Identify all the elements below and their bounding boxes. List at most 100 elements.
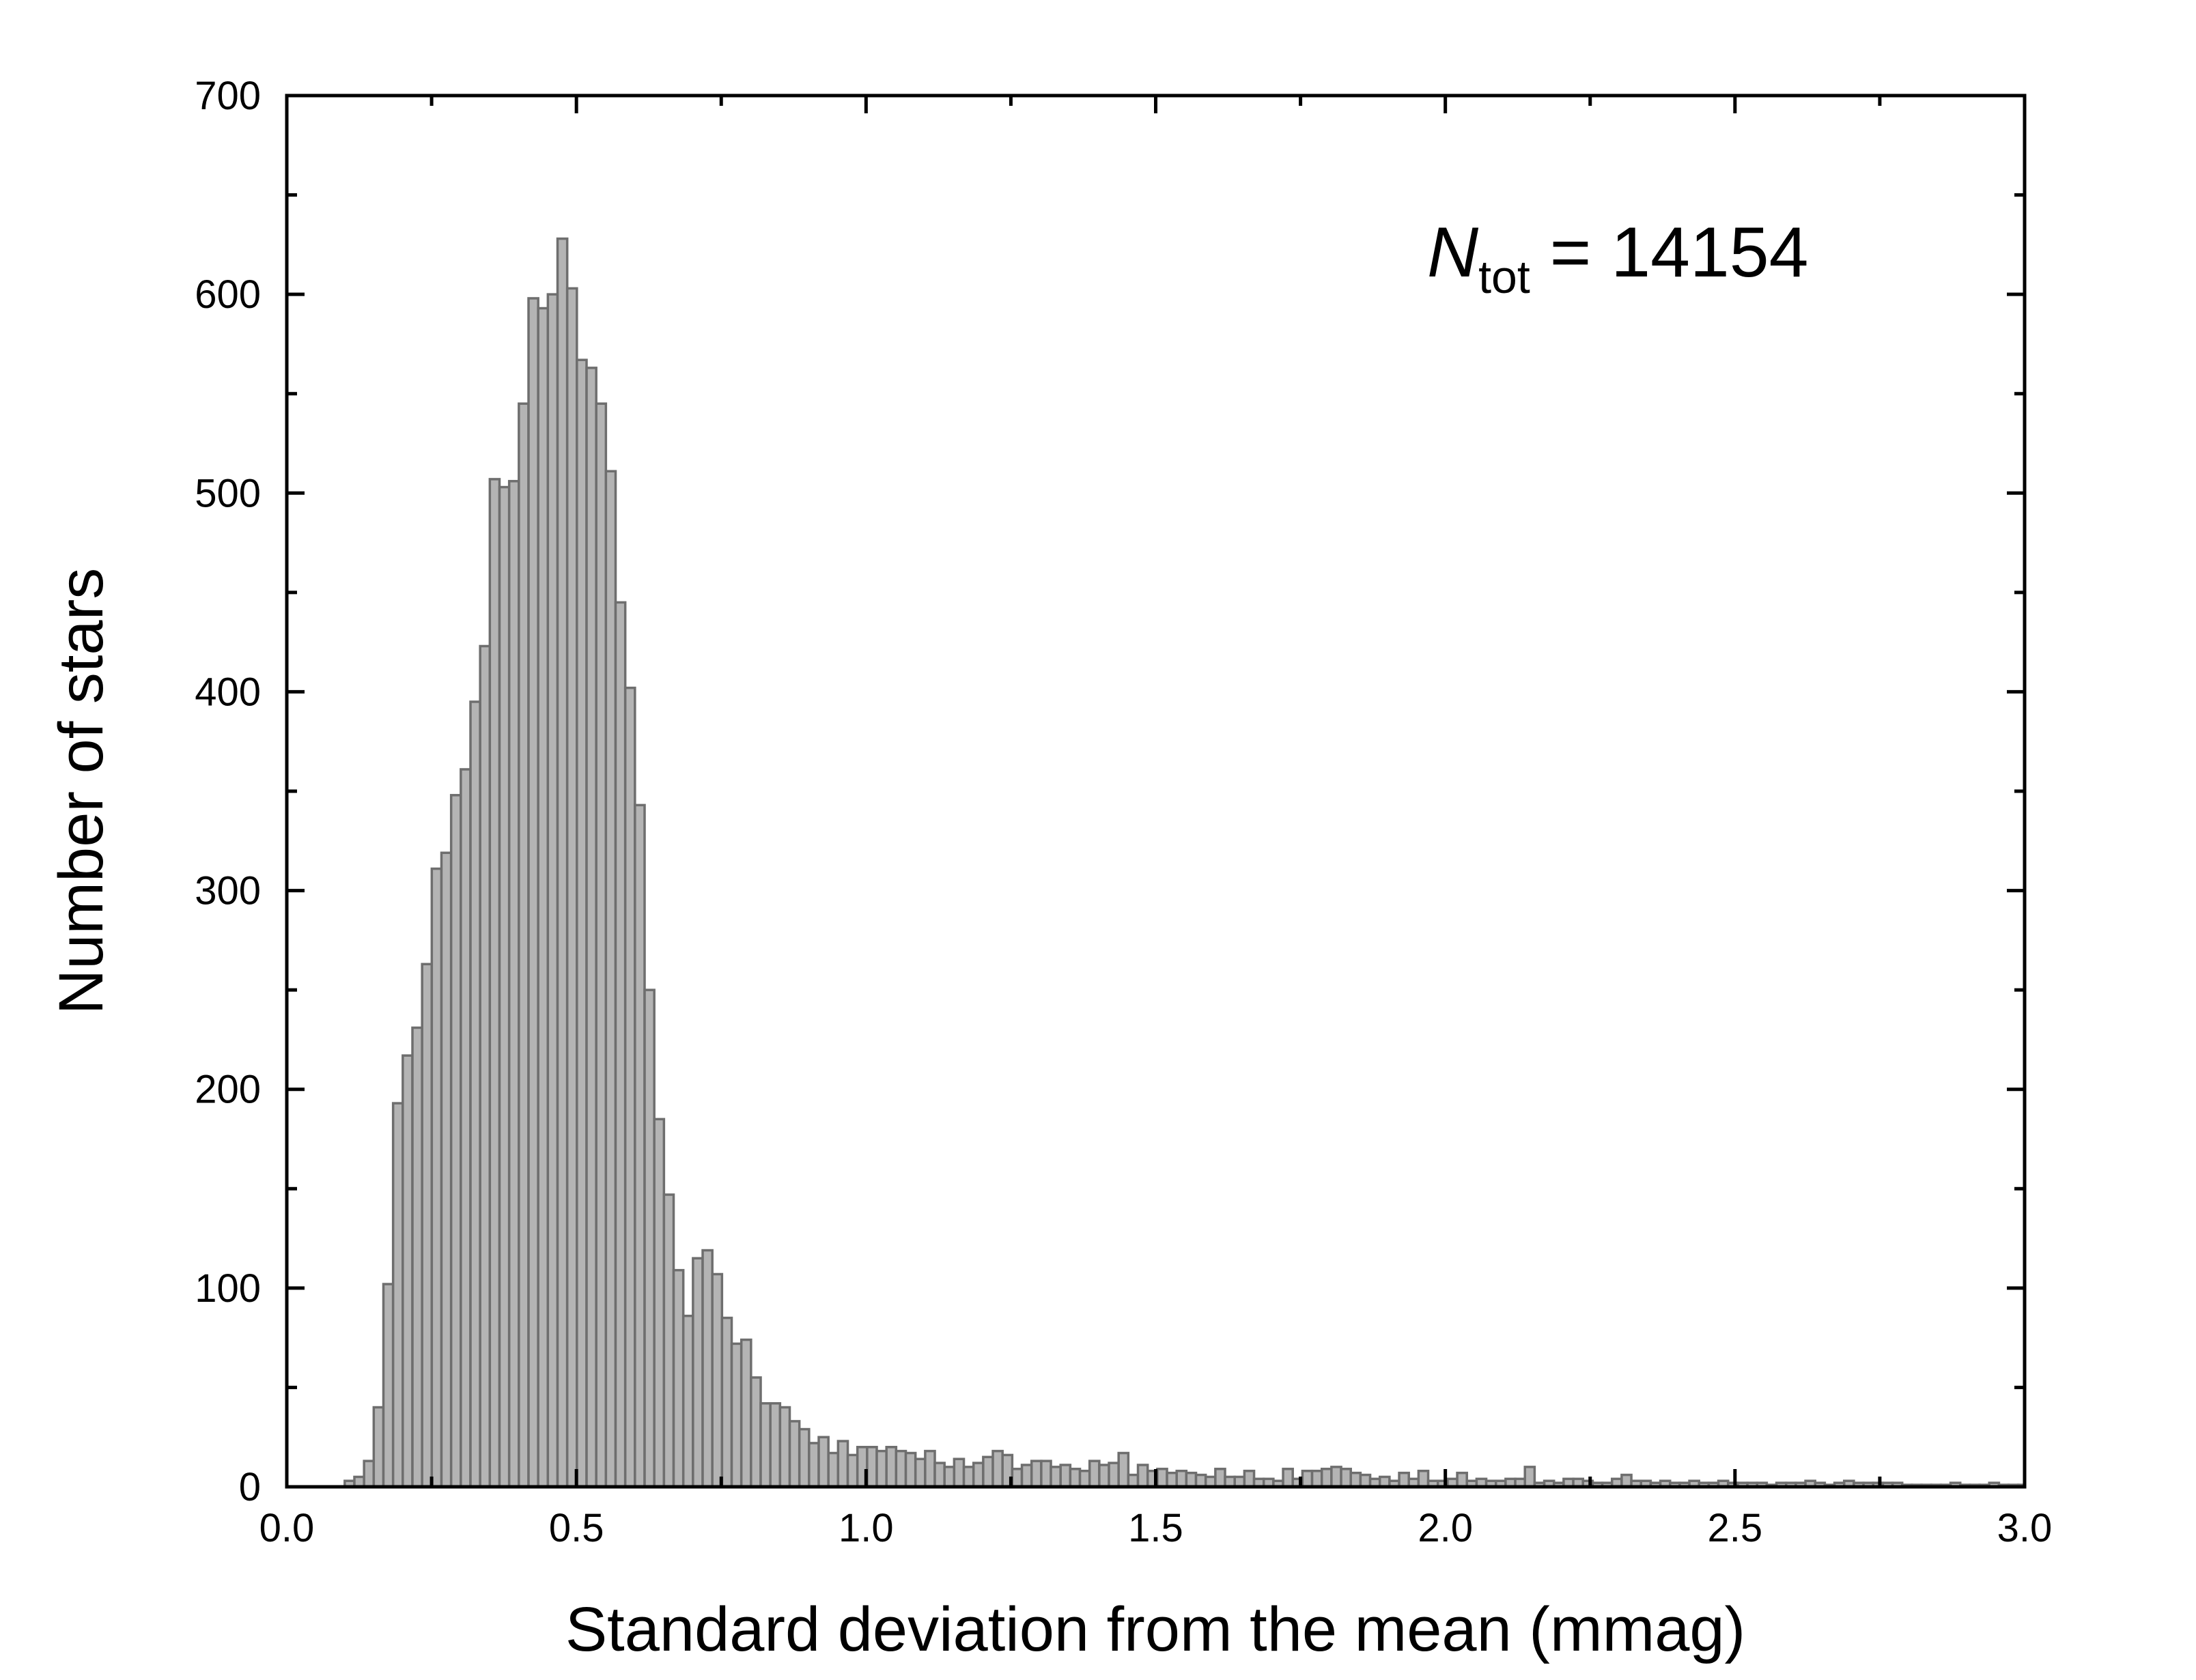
histogram-bar xyxy=(672,1268,685,1488)
histogram-bar xyxy=(1127,1473,1140,1488)
histogram-bar xyxy=(1020,1464,1033,1488)
histogram-bar xyxy=(1194,1473,1207,1488)
x-tick-label: 0.5 xyxy=(549,1506,604,1550)
histogram-bar xyxy=(643,988,656,1488)
histogram-bar xyxy=(1243,1469,1256,1488)
histogram-bar xyxy=(1088,1460,1101,1488)
histogram-bar xyxy=(720,1316,733,1488)
histogram-bar xyxy=(740,1338,752,1488)
histogram-bar xyxy=(1310,1469,1323,1488)
histogram-bar xyxy=(759,1401,772,1488)
histogram-bar xyxy=(866,1446,878,1488)
histogram-bar xyxy=(623,686,636,1488)
histogram-bar xyxy=(1136,1464,1149,1488)
histogram-bar xyxy=(1069,1468,1082,1488)
histogram-bar xyxy=(1214,1468,1226,1488)
histogram-bar xyxy=(507,480,520,1488)
histogram-bar xyxy=(1059,1464,1072,1488)
histogram-bar xyxy=(1340,1468,1352,1488)
histogram-bar xyxy=(449,794,462,1488)
histogram-bar xyxy=(1030,1460,1043,1488)
histogram-bar xyxy=(634,803,646,1488)
x-tick-label: 1.0 xyxy=(839,1506,894,1550)
y-tick-label: 300 xyxy=(195,869,261,913)
histogram-bar xyxy=(933,1462,946,1488)
histogram-bar xyxy=(836,1440,849,1488)
histogram-bar xyxy=(808,1442,820,1488)
y-tick-label: 700 xyxy=(195,74,261,118)
histogram-bar xyxy=(778,1406,791,1488)
histogram-bar xyxy=(943,1466,956,1488)
histogram-bar xyxy=(885,1446,898,1488)
x-tick-label: 2.0 xyxy=(1418,1506,1473,1550)
histogram-bar xyxy=(788,1420,801,1488)
histogram-bar xyxy=(402,1054,414,1488)
histogram-bar xyxy=(518,402,530,1488)
histogram-bar xyxy=(488,478,501,1488)
histogram-bar xyxy=(1330,1466,1342,1488)
histogram-bar xyxy=(769,1401,782,1488)
histogram-bar xyxy=(1359,1473,1372,1488)
histogram-bar xyxy=(1185,1471,1198,1488)
histogram-bar xyxy=(962,1466,975,1488)
histogram-bar xyxy=(460,768,472,1488)
histogram-bar xyxy=(537,307,550,1488)
histogram-bar xyxy=(1320,1468,1333,1488)
histogram-bar xyxy=(1040,1460,1052,1488)
x-tick-label: 1.5 xyxy=(1128,1506,1183,1550)
y-tick-label: 200 xyxy=(195,1068,261,1112)
histogram-bar xyxy=(875,1449,888,1488)
histogram-bar xyxy=(730,1342,743,1488)
y-axis-title: Number of stars xyxy=(46,568,116,1014)
histogram-bar xyxy=(1156,1468,1168,1488)
n-symbol: N xyxy=(1427,213,1479,292)
n-value: = 14154 xyxy=(1530,213,1809,292)
histogram-bars xyxy=(343,237,2026,1488)
histogram-bar xyxy=(953,1457,966,1488)
histogram-bar xyxy=(527,297,539,1488)
histogram-bar xyxy=(692,1257,704,1488)
y-tick-label: 500 xyxy=(195,471,261,515)
histogram-bar xyxy=(421,963,434,1488)
histogram-bar xyxy=(817,1436,830,1488)
histogram-bar xyxy=(595,402,608,1488)
y-tick-label: 0 xyxy=(239,1465,261,1509)
histogram-bar xyxy=(1523,1466,1536,1488)
histogram-bar xyxy=(1456,1471,1468,1488)
histogram-bar xyxy=(391,1102,404,1488)
histogram-bar xyxy=(585,367,597,1488)
x-tick-label: 0.0 xyxy=(259,1506,315,1550)
histogram-bar xyxy=(1417,1469,1430,1488)
y-tick-label: 100 xyxy=(195,1266,261,1311)
histogram-bar xyxy=(662,1193,675,1488)
histogram-bar xyxy=(382,1283,395,1488)
histogram-bar xyxy=(372,1406,385,1488)
histogram-bar xyxy=(1282,1468,1294,1488)
histogram-bar xyxy=(604,470,617,1488)
n-total-annotation: Ntot = 14154 xyxy=(1427,213,1808,303)
n-subscript: tot xyxy=(1478,251,1530,303)
histogram-bar xyxy=(565,287,578,1488)
histogram-bar xyxy=(1166,1471,1178,1488)
histogram-bar xyxy=(653,1117,666,1488)
histogram-bar xyxy=(1620,1473,1633,1488)
histogram-bar xyxy=(750,1376,762,1488)
plot-frame xyxy=(285,94,2027,1489)
histogram-bar xyxy=(1175,1469,1188,1488)
histogram-bar xyxy=(904,1451,917,1488)
y-tick-label: 600 xyxy=(195,272,261,317)
histogram-bar xyxy=(1098,1464,1110,1488)
histogram-bar xyxy=(827,1451,840,1488)
histogram-bar xyxy=(576,358,588,1488)
histogram-bar xyxy=(681,1314,694,1488)
histogram-bar xyxy=(1078,1469,1091,1488)
x-axis-title: Standard deviation from the mean (mmag) xyxy=(565,1595,1745,1664)
histogram-bar xyxy=(924,1449,936,1488)
histogram-bar xyxy=(711,1272,724,1488)
histogram-bar xyxy=(1349,1471,1362,1488)
histogram-bar xyxy=(914,1457,927,1488)
histogram-bar xyxy=(469,700,481,1488)
histogram-bar xyxy=(798,1427,811,1488)
y-tick-label: 400 xyxy=(195,670,261,714)
